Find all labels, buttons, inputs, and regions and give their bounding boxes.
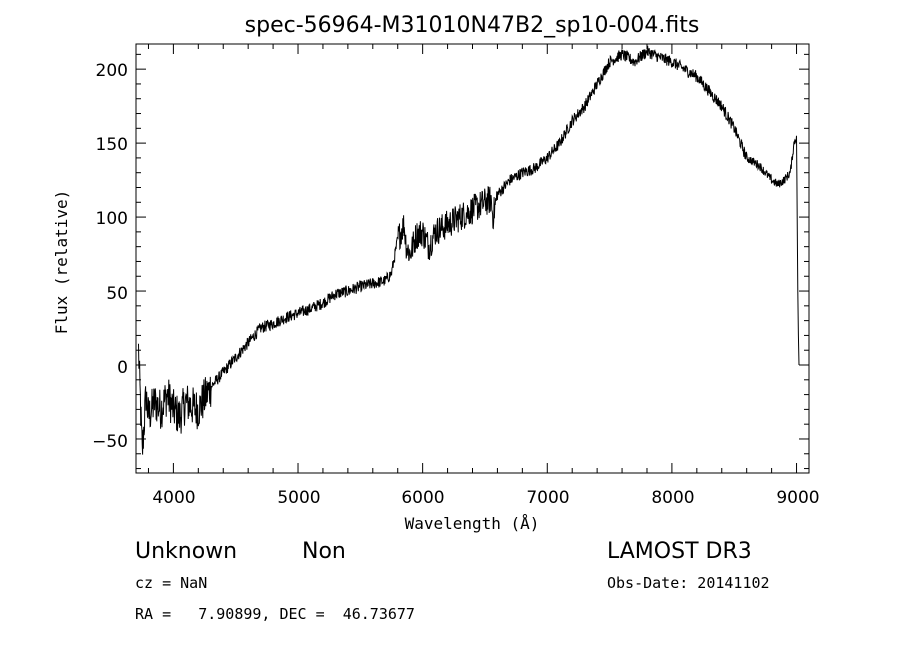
axis-ticks — [136, 44, 809, 473]
y-tick-label: −50 — [92, 432, 128, 452]
survey-label: LAMOST DR3 — [607, 539, 752, 564]
x-tick-labels: 4000 5000 6000 7000 8000 9000 — [152, 488, 819, 508]
object-subclass: Non — [302, 539, 346, 564]
y-tick-label: 0 — [117, 358, 128, 378]
x-tick-label: 8000 — [651, 488, 694, 508]
x-tick-label: 7000 — [526, 488, 569, 508]
x-tick-label: 9000 — [776, 488, 819, 508]
obs-date-label: Obs-Date: 20141102 — [607, 574, 770, 592]
x-axis-label: Wavelength (Å) — [405, 514, 540, 533]
x-tick-label: 5000 — [277, 488, 320, 508]
chart-title: spec-56964-M31010N47B2_sp10-004.fits — [245, 13, 700, 38]
x-tick-label: 4000 — [152, 488, 195, 508]
y-tick-labels: −50 0 50 100 150 200 — [92, 61, 128, 452]
y-tick-label: 200 — [96, 61, 128, 81]
object-class: Unknown — [135, 539, 237, 564]
coords-label: RA = 7.90899, DEC = 46.73677 — [135, 605, 415, 623]
y-tick-label: 50 — [106, 284, 128, 304]
y-tick-label: 150 — [96, 135, 128, 155]
cz-label: cz = NaN — [135, 574, 207, 592]
y-tick-label: 100 — [96, 209, 128, 229]
spectrum-line — [138, 45, 800, 455]
plot-frame — [135, 43, 810, 474]
y-axis-label: Flux (relative) — [52, 190, 71, 335]
x-tick-label: 6000 — [401, 488, 444, 508]
